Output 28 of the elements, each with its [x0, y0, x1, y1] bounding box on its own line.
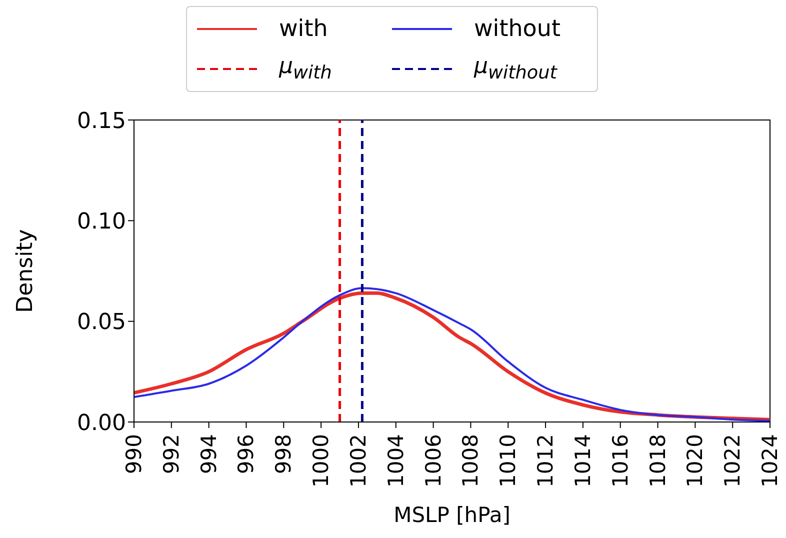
- x-tick-label: 1010: [496, 434, 520, 488]
- x-axis-title: MSLP [hPa]: [394, 503, 510, 527]
- y-tick-label: 0.15: [77, 108, 126, 134]
- x-tick-label: 990: [122, 434, 146, 474]
- x-tick-label: 1012: [534, 434, 558, 488]
- legend-label: μ$_{with}$: [279, 54, 332, 84]
- x-tick-label: 1016: [608, 434, 632, 488]
- x-tick-label: 1004: [384, 434, 408, 488]
- x-tick-label: 1002: [346, 434, 370, 488]
- x-tick-label: 994: [196, 434, 221, 474]
- legend-label: μ$_{without}$: [474, 54, 557, 84]
- y-tick-label: 0.05: [77, 310, 126, 336]
- y-tick-label: 0.00: [77, 410, 126, 436]
- x-tick-label: 1006: [421, 434, 446, 488]
- x-tick-label: 1008: [458, 434, 483, 488]
- y-tick-label: 0.10: [77, 209, 126, 234]
- x-tick-label: 998: [272, 434, 296, 474]
- x-tick-label: 1022: [720, 434, 745, 488]
- y-axis-title: Density: [12, 229, 38, 313]
- x-tick-label: 1018: [646, 434, 670, 488]
- legend-label: with: [279, 16, 328, 42]
- legend-label: without: [474, 16, 560, 42]
- x-tick-label: 1014: [570, 434, 595, 488]
- x-tick-label: 1020: [683, 434, 708, 488]
- x-tick-label: 996: [234, 434, 258, 474]
- x-tick-label: 1024: [758, 434, 782, 488]
- x-tick-label: 992: [159, 434, 184, 474]
- x-tick-label: 1000: [309, 434, 334, 488]
